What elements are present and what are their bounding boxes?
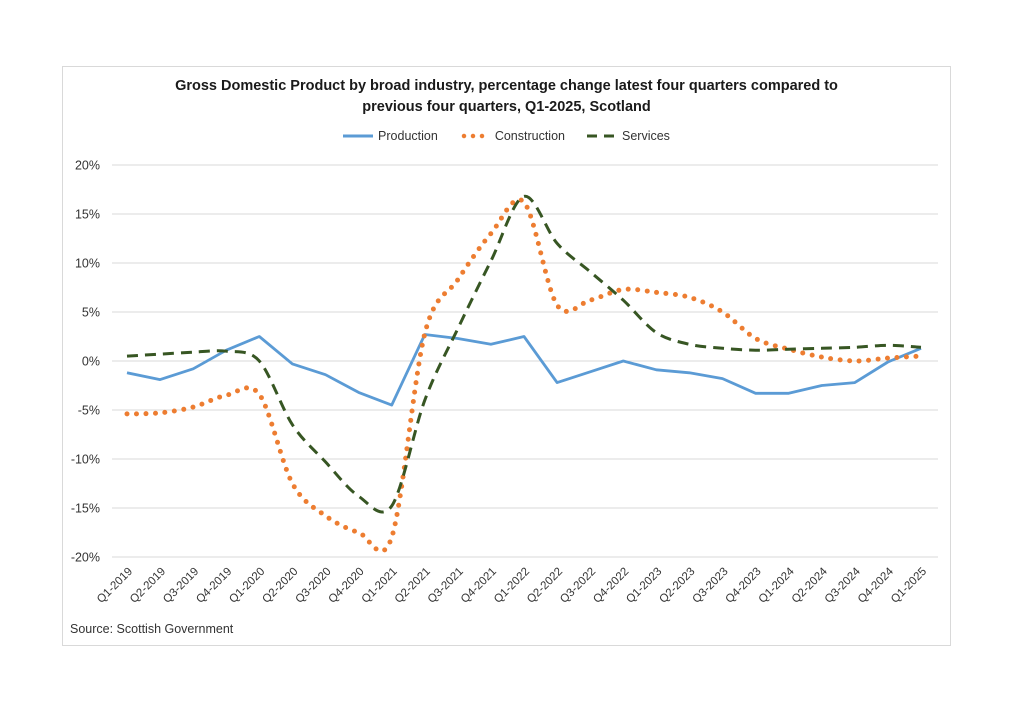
x-tick-label: Q4-2023	[724, 566, 764, 606]
y-tick-label: -15%	[71, 502, 100, 516]
chart-title-line-1: Gross Domestic Product by broad industry…	[175, 78, 838, 94]
chart-frame	[62, 66, 951, 646]
legend-item-services[interactable]: Services	[587, 129, 670, 143]
source-note: Source: Scottish Government	[70, 622, 234, 636]
x-tick-label: Q1-2022	[492, 566, 532, 606]
x-tick-label: Q3-2022	[558, 566, 598, 606]
legend-label-production: Production	[378, 129, 438, 143]
series-lines	[124, 194, 924, 554]
y-tick-label: 15%	[75, 208, 100, 222]
gridlines	[112, 164, 938, 558]
legend-item-production[interactable]: Production	[343, 129, 438, 143]
x-tick-label: Q3-2020	[293, 566, 333, 606]
y-tick-label: 20%	[75, 159, 100, 173]
series-line-production	[126, 333, 922, 407]
chart-title-line-2: previous four quarters, Q1-2025, Scotlan…	[362, 99, 651, 115]
x-tick-label: Q2-2022	[525, 566, 565, 606]
x-tick-label: Q4-2021	[459, 566, 499, 606]
x-tick-label: Q1-2023	[624, 566, 664, 606]
x-tick-label: Q3-2023	[690, 566, 730, 606]
legend-swatch-construction	[461, 133, 490, 139]
y-axis-ticks: 20% 15% 10% 5% 0% -5% -10% -15% -20%	[71, 159, 100, 565]
x-tick-label: Q2-2019	[128, 566, 168, 606]
x-tick-label: Q2-2021	[393, 566, 433, 606]
chart-title: Gross Domestic Product by broad industry…	[62, 76, 951, 118]
x-tick-label: Q4-2020	[327, 566, 367, 606]
x-tick-label: Q1-2021	[360, 566, 400, 606]
y-tick-label: -20%	[71, 551, 100, 565]
legend-item-construction[interactable]: Construction	[460, 129, 565, 143]
legend-swatch-production	[343, 134, 374, 138]
x-tick-label: Q3-2019	[161, 566, 201, 606]
y-tick-label: 5%	[82, 306, 100, 320]
y-tick-label: -10%	[71, 453, 100, 467]
legend: Production Construction Services	[62, 129, 951, 143]
x-tick-label: Q2-2020	[260, 566, 300, 606]
y-tick-label: 0%	[82, 355, 100, 369]
legend-label-construction: Construction	[494, 129, 565, 143]
x-tick-label: Q1-2019	[95, 566, 135, 606]
legend-swatch-services	[587, 134, 617, 138]
x-tick-label: Q2-2023	[657, 566, 697, 606]
x-tick-label: Q1-2020	[227, 566, 267, 606]
x-tick-label: Q4-2022	[591, 566, 631, 606]
y-tick-label: -5%	[78, 404, 100, 418]
x-tick-label: Q3-2021	[426, 566, 466, 606]
legend-label-services: Services	[622, 129, 670, 143]
series-line-services	[126, 194, 922, 514]
x-tick-label: Q1-2025	[889, 566, 929, 606]
x-tick-label: Q4-2019	[194, 566, 234, 606]
series-line-construction	[124, 197, 924, 554]
y-tick-label: 10%	[75, 257, 100, 271]
x-axis-ticks: Q1-2019Q2-2019Q3-2019Q4-2019Q1-2020Q2-20…	[95, 565, 929, 606]
